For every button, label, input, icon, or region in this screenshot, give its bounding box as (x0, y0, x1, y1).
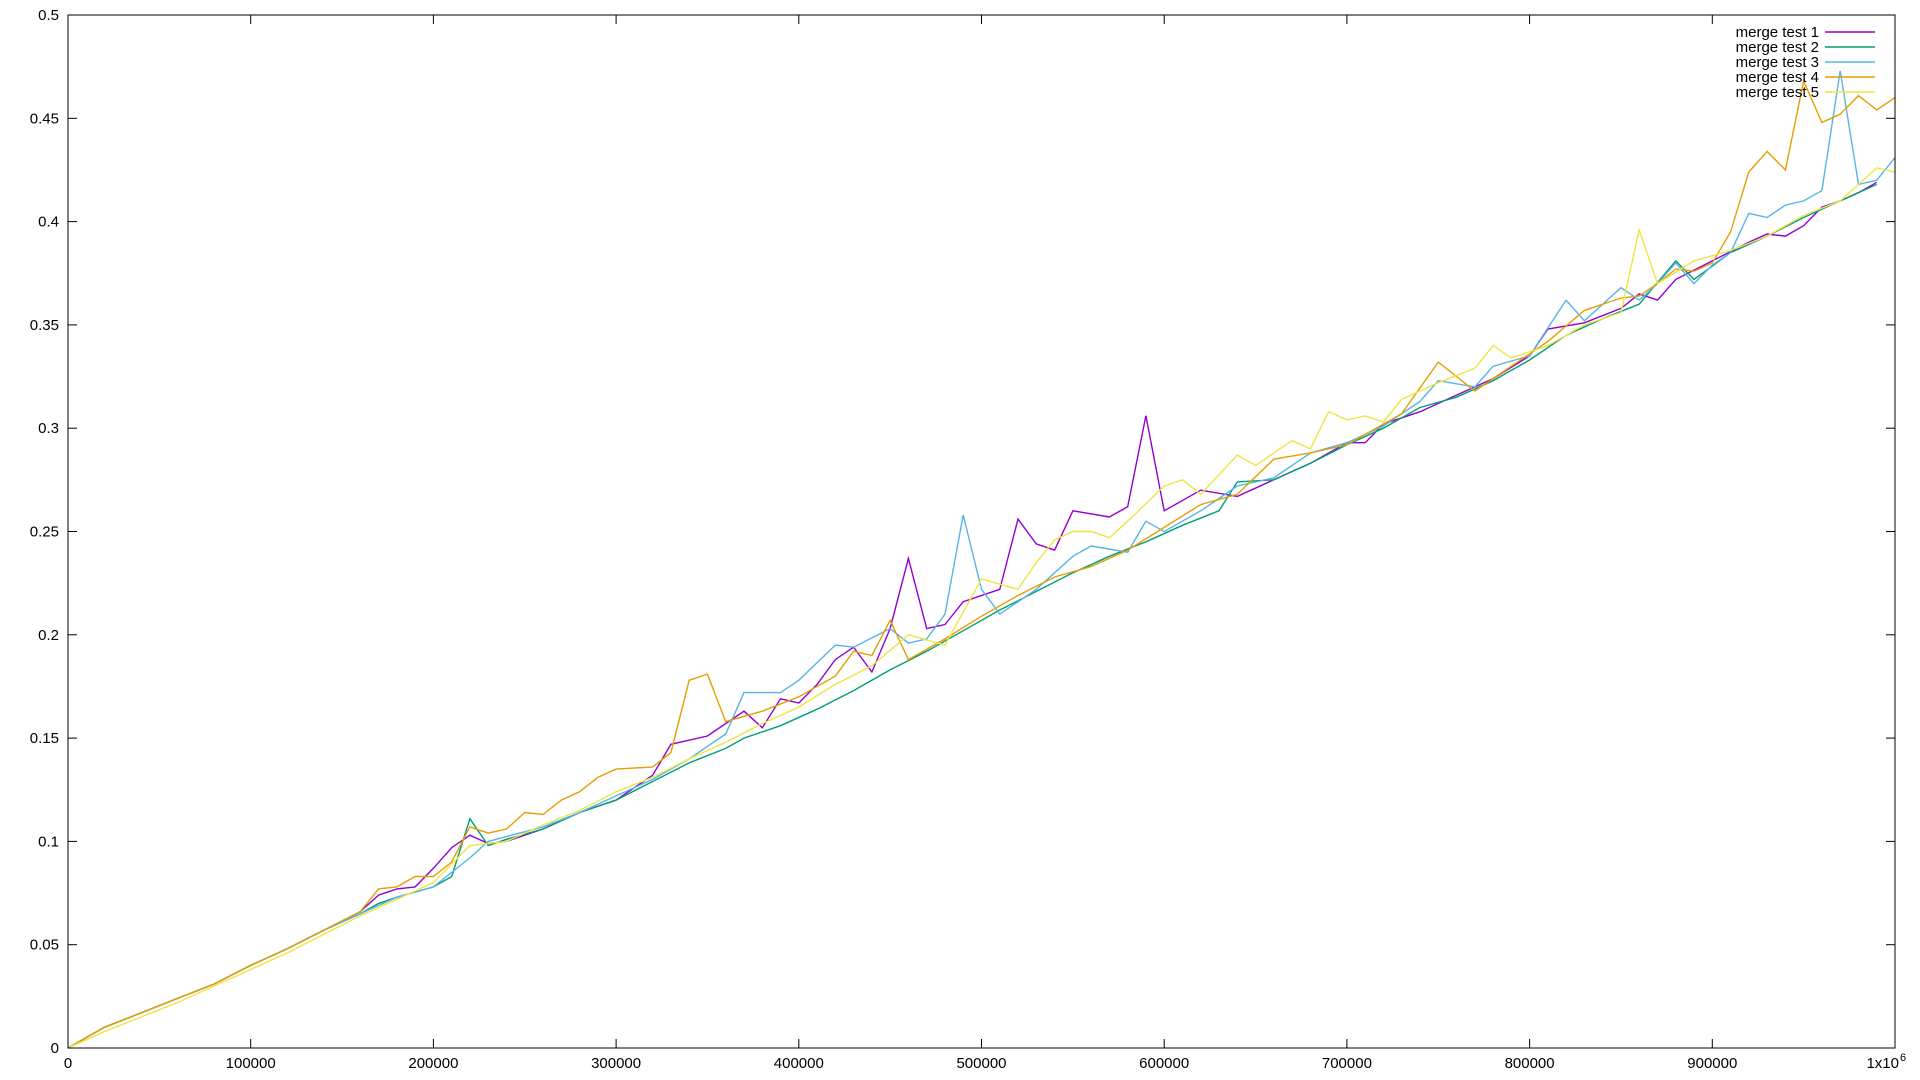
legend-label: merge test 2 (1736, 39, 1819, 56)
y-tick-label: 0 (51, 1040, 59, 1057)
series-line-merge-test-4 (67, 78, 1896, 1049)
x-tick-label: 200000 (408, 1055, 458, 1072)
x-tick-label: 800000 (1505, 1055, 1555, 1072)
y-tick-label: 0.3 (38, 420, 59, 437)
y-tick-label: 0.45 (30, 110, 59, 127)
y-tick-label: 0.05 (30, 937, 59, 954)
x-tick-label: 300000 (591, 1055, 641, 1072)
x-tick-label: 900000 (1687, 1055, 1737, 1072)
series-line-merge-test-1 (67, 181, 1878, 1049)
y-tick-label: 0.2 (38, 627, 59, 644)
x-tick-label: 100000 (226, 1055, 276, 1072)
legend-label: merge test 4 (1736, 69, 1819, 86)
y-tick-label: 0.35 (30, 317, 59, 334)
y-tick-label: 0.15 (30, 730, 59, 747)
x-tick-label: 1x10 (1866, 1055, 1899, 1072)
x-tick-label: 700000 (1322, 1055, 1372, 1072)
x-tick-label: 400000 (774, 1055, 824, 1072)
y-tick-label: 0.5 (38, 7, 59, 24)
tick-label-layer: 0 100000 200000 300000 400000 500000 600000 700… (30, 7, 1906, 1072)
legend-label: merge test 5 (1736, 84, 1819, 101)
plot-area-border (67, 14, 1896, 1049)
x-tick-exponent: 6 (1900, 1052, 1906, 1064)
series-line-merge-test-3 (67, 70, 1896, 1049)
x-tick-label: 500000 (956, 1055, 1006, 1072)
y-tick-label: 0.1 (38, 833, 59, 850)
y-tick-label: 0.25 (30, 524, 59, 541)
x-tick-label: 600000 (1139, 1055, 1189, 1072)
x-tick-label: 0 (64, 1055, 72, 1072)
tick-layer (67, 14, 1896, 1049)
y-tick-label: 0.4 (38, 214, 59, 231)
legend-label: merge test 3 (1736, 54, 1819, 71)
series-layer (67, 70, 1896, 1049)
legend-label: merge test 1 (1736, 24, 1819, 41)
series-line-merge-test-5 (67, 167, 1896, 1049)
